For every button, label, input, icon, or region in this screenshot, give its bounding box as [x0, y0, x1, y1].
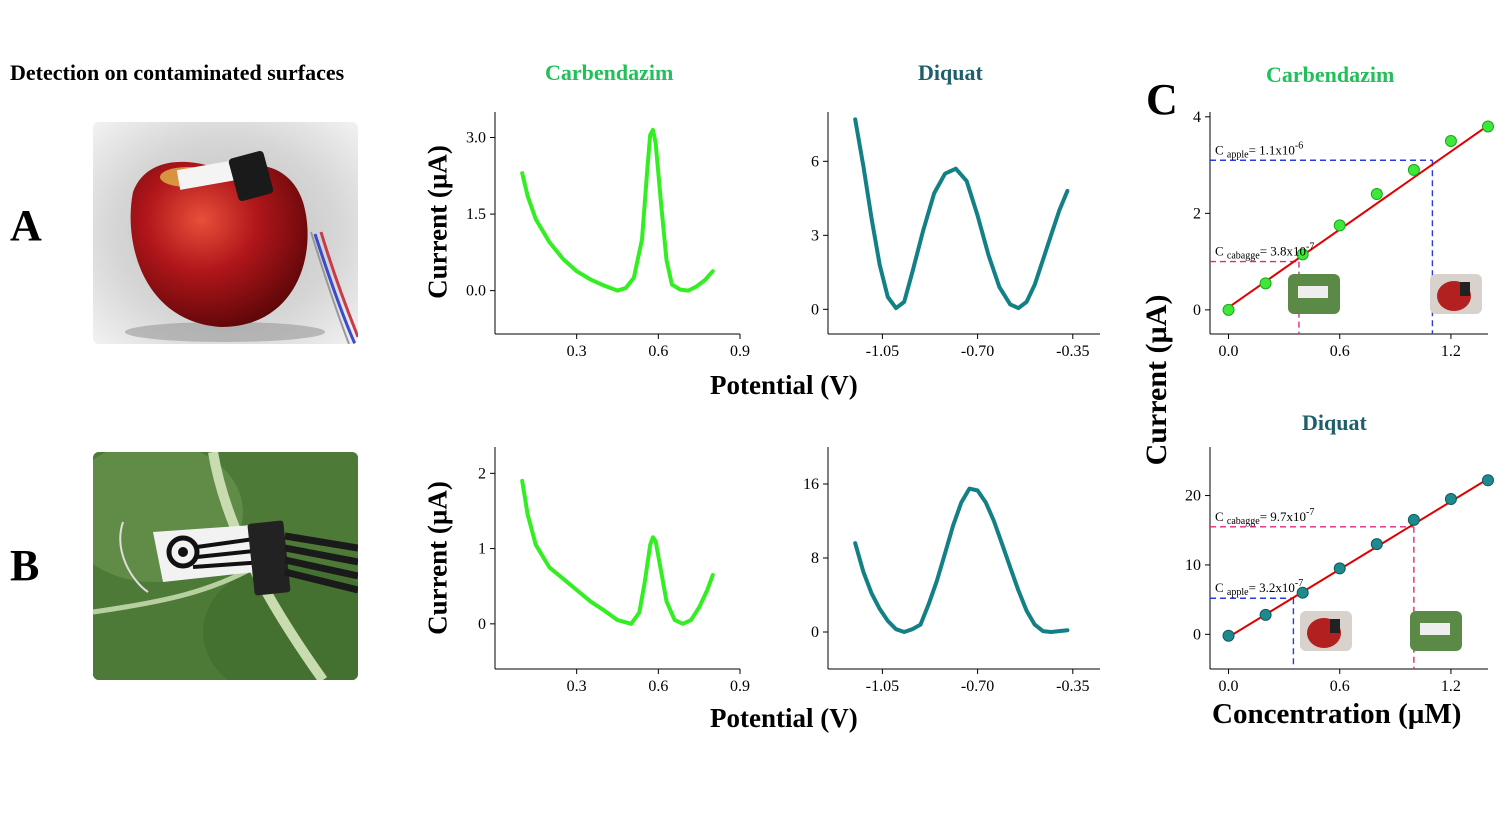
data-point — [1444, 493, 1457, 506]
apple-photo — [93, 122, 358, 344]
sensor-thumbnail-icon — [1298, 286, 1328, 298]
data-point — [1296, 248, 1309, 261]
y-tick-label: 0 — [811, 301, 819, 318]
concentration-annotation: C cabagge= 3.8x10-7 — [1215, 242, 1314, 262]
cabbage-leaf-photo — [93, 452, 358, 680]
x-tick-label: -0.35 — [1056, 678, 1089, 695]
y-tick-label: 16 — [803, 476, 819, 493]
chart-carbendazim-apple: 0.3 0.6 0.9 0.0 1.5 3.0 — [466, 112, 750, 360]
fit-line — [1228, 478, 1489, 638]
y-tick-label: 2 — [478, 465, 486, 482]
chart-diquat-apple: -1.05 -0.70 -0.35 0 3 6 — [811, 112, 1100, 360]
x-tick-label: 0.9 — [730, 343, 750, 360]
concentration-annotation: C apple= 3.2x10-7 — [1215, 578, 1303, 598]
x-tick-label: 0.3 — [567, 343, 587, 360]
fit-line — [1227, 124, 1489, 309]
x-tick-label: -1.05 — [866, 678, 899, 695]
data-point — [1259, 277, 1272, 290]
data-point — [1370, 188, 1383, 201]
chart-carbendazim-cabbage: 0.3 0.6 0.9 0 1 2 — [478, 447, 750, 695]
x-tick-label: -0.70 — [961, 678, 994, 695]
xlabel-potential-b: Potential (V) — [710, 703, 858, 733]
panel-label-b: B — [10, 541, 40, 590]
y-tick-label: 0 — [1193, 626, 1201, 643]
data-point — [1296, 586, 1309, 599]
data-point — [1222, 629, 1235, 642]
sensor-connector-cabbage — [247, 520, 291, 596]
title-diquat-c: Diquat — [1302, 410, 1367, 435]
series-line — [853, 117, 1070, 311]
series-line — [520, 127, 715, 293]
data-point — [1259, 608, 1272, 621]
y-tick-label: 0 — [1193, 302, 1201, 319]
data-point — [1482, 120, 1494, 133]
y-tick-label: 20 — [1185, 488, 1201, 505]
sensor-thumbnail-icon — [1460, 282, 1470, 296]
concentration-annotation: C cabagge= 9.7x10-7 — [1215, 507, 1314, 527]
title-carbendazim-a: Carbendazim — [545, 60, 674, 85]
y-tick-label: 1.5 — [466, 206, 486, 223]
sensor-connector-apple — [228, 150, 274, 202]
sensor-thumbnail-icon — [1420, 623, 1450, 635]
data-point — [1444, 134, 1457, 147]
y-tick-label: 8 — [811, 550, 819, 567]
panel-label-a: A — [10, 201, 42, 250]
y-tick-label: 6 — [811, 153, 819, 170]
ylabel-c: Current (µA) — [1140, 294, 1173, 466]
concentration-annotation: C apple= 1.1x10-6 — [1215, 140, 1303, 160]
y-tick-label: 10 — [1185, 557, 1201, 574]
data-point — [1407, 513, 1420, 526]
y-tick-label: 4 — [1193, 109, 1201, 126]
x-tick-label: -1.05 — [866, 343, 899, 360]
data-point — [1333, 219, 1346, 232]
series-line — [520, 478, 715, 626]
xlabel-concentration: Concentration (µM) — [1212, 698, 1462, 730]
x-tick-label: 0.6 — [1330, 343, 1350, 360]
x-tick-label: -0.70 — [961, 343, 994, 360]
chart-diquat-cabbage: -1.05 -0.70 -0.35 0 8 16 — [803, 447, 1100, 695]
title-carbendazim-c: Carbendazim — [1266, 62, 1395, 87]
title-diquat-a: Diquat — [918, 60, 983, 85]
x-tick-label: -0.35 — [1056, 343, 1089, 360]
x-tick-label: 1.2 — [1441, 678, 1461, 695]
data-point — [1333, 562, 1346, 575]
y-tick-label: 2 — [1193, 205, 1201, 222]
x-tick-label: 0.6 — [648, 678, 668, 695]
x-tick-label: 1.2 — [1441, 343, 1461, 360]
series-line — [853, 486, 1070, 634]
sensor-thumbnail-icon — [1330, 619, 1340, 633]
x-tick-label: 0.3 — [567, 678, 587, 695]
data-point — [1407, 163, 1420, 176]
y-tick-label: 3.0 — [466, 130, 486, 147]
chart-calibration-carbendazim: 0.0 0.6 1.2 0 2 4 C apple= 1.1x10-6 C cabagge= … — [1193, 109, 1494, 360]
y-tick-label: 3 — [811, 227, 819, 244]
data-point — [1370, 538, 1383, 551]
y-tick-label: 0.0 — [466, 283, 486, 300]
data-point — [1222, 303, 1235, 316]
x-tick-label: 0.0 — [1219, 678, 1239, 695]
y-tick-label: 1 — [478, 541, 486, 558]
data-point — [1482, 474, 1494, 487]
figure-heading: Detection on contaminated surfaces — [10, 60, 345, 85]
panel-label-c: C — [1146, 75, 1178, 124]
apple-photo-drawing — [125, 150, 358, 344]
y-tick-label: 0 — [478, 616, 486, 633]
cabbage-photo-drawing — [93, 452, 358, 680]
x-tick-label: 0.6 — [1330, 678, 1350, 695]
chart-calibration-diquat: 0.0 0.6 1.2 0 10 20 C cabagge= 9.7x10-7 C apple… — [1185, 447, 1494, 695]
x-tick-label: 0.6 — [648, 343, 668, 360]
xlabel-potential-a: Potential (V) — [710, 370, 858, 400]
y-tick-label: 0 — [811, 624, 819, 641]
x-tick-label: 0.0 — [1219, 343, 1239, 360]
x-tick-label: 0.9 — [730, 678, 750, 695]
